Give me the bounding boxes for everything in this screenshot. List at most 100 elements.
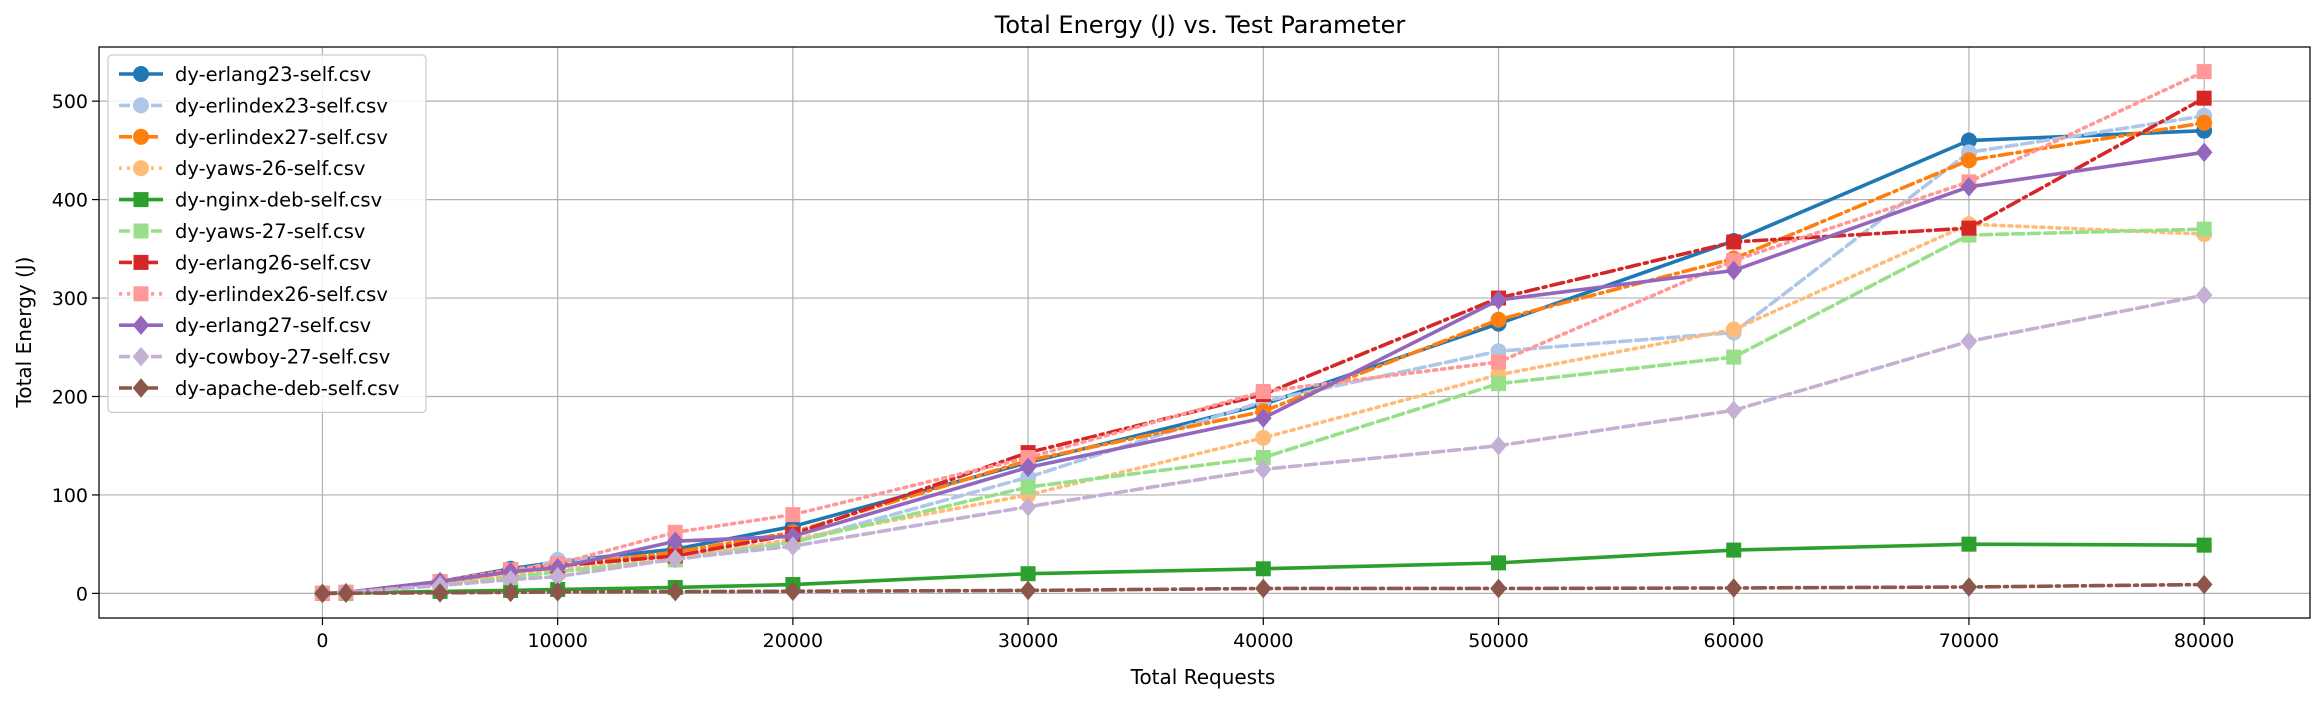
data-point bbox=[1726, 542, 1742, 558]
data-point bbox=[1255, 561, 1271, 577]
y-tick-label: 300 bbox=[52, 288, 88, 310]
data-point bbox=[2195, 142, 2213, 163]
data-point bbox=[1491, 354, 1507, 370]
data-point bbox=[1726, 234, 1742, 250]
legend-marker bbox=[132, 346, 150, 367]
data-point bbox=[1725, 578, 1743, 598]
plot-frame bbox=[98, 46, 2311, 619]
data-point bbox=[549, 582, 566, 602]
x-tick-label: 20000 bbox=[763, 630, 823, 652]
data-point bbox=[1961, 220, 1977, 236]
data-point bbox=[784, 536, 802, 556]
data-point bbox=[2196, 64, 2212, 80]
data-point bbox=[1960, 577, 1978, 597]
legend-label: dy-erlang23-self.csv bbox=[175, 63, 371, 86]
data-point bbox=[337, 583, 355, 603]
data-point bbox=[1019, 580, 1037, 601]
x-tick-label: 40000 bbox=[1233, 630, 1293, 652]
x-axis: 0 10000 20000 30000 40000 50000 60000 70000 8000… bbox=[316, 618, 2234, 652]
legend-marker bbox=[133, 223, 149, 239]
y-tick-label: 0 bbox=[76, 583, 88, 605]
legend-marker bbox=[133, 160, 149, 177]
legend-marker bbox=[133, 66, 149, 82]
data-point bbox=[1725, 260, 1743, 281]
data-point bbox=[1254, 459, 1272, 480]
data-point bbox=[1960, 152, 1977, 169]
legend-label: dy-erlindex26-self.csv bbox=[175, 283, 388, 306]
data-point bbox=[1255, 384, 1271, 400]
data-point bbox=[1960, 331, 1978, 352]
series-dy-apache-deb-self bbox=[314, 574, 2213, 604]
legend-item: dy-erlindex23-self.csv bbox=[119, 94, 388, 117]
x-tick-label: 30000 bbox=[998, 630, 1058, 652]
legend-item: dy-yaws-27-self.csv bbox=[119, 220, 365, 243]
data-point bbox=[1961, 536, 1977, 552]
y-axis-label: Total Energy (J) bbox=[12, 257, 36, 409]
legend-item: dy-cowboy-27-self.csv bbox=[119, 346, 390, 369]
data-point bbox=[1726, 349, 1742, 365]
data-point bbox=[1725, 321, 1742, 338]
data-point bbox=[1255, 429, 1272, 446]
data-point bbox=[2196, 114, 2213, 131]
legend-label: dy-nginx-deb-self.csv bbox=[175, 189, 382, 212]
data-point bbox=[785, 507, 801, 523]
data-point bbox=[2196, 537, 2212, 553]
y-axis: 0 100 200 300 400 500 bbox=[52, 91, 99, 605]
legend-item: dy-erlindex26-self.csv bbox=[119, 283, 388, 306]
x-tick-label: 0 bbox=[316, 630, 328, 652]
legend-item: dy-nginx-deb-self.csv bbox=[119, 189, 382, 212]
data-point bbox=[1490, 578, 1507, 599]
legend-label: dy-erlang27-self.csv bbox=[175, 314, 371, 337]
data-point bbox=[1491, 376, 1507, 392]
data-point bbox=[2196, 90, 2212, 106]
data-point bbox=[1254, 578, 1272, 599]
x-tick-label: 60000 bbox=[1704, 630, 1764, 652]
legend-label: dy-erlang26-self.csv bbox=[175, 251, 371, 274]
legend-item: dy-erlang23-self.csv bbox=[119, 63, 371, 86]
data-point bbox=[1490, 311, 1507, 328]
legend-item: dy-yaws-26-self.csv bbox=[119, 157, 365, 180]
data-point bbox=[1254, 408, 1272, 428]
legend-marker bbox=[132, 315, 150, 335]
chart-title: Total Energy (J) vs. Test Parameter bbox=[994, 11, 1406, 39]
legend-item: dy-apache-deb-self.csv bbox=[119, 377, 399, 400]
x-tick-label: 70000 bbox=[1939, 630, 1999, 652]
y-tick-label: 100 bbox=[52, 485, 88, 507]
series-layer bbox=[314, 64, 2213, 604]
legend-item: dy-erlindex27-self.csv bbox=[119, 126, 388, 149]
legend-label: dy-erlindex23-self.csv bbox=[175, 94, 388, 117]
data-point bbox=[666, 549, 684, 569]
data-point bbox=[1960, 177, 1978, 197]
legend-label: dy-yaws-27-self.csv bbox=[175, 220, 365, 243]
data-point bbox=[1725, 400, 1743, 421]
x-tick-label: 50000 bbox=[1468, 630, 1528, 652]
legend-label: dy-yaws-26-self.csv bbox=[175, 157, 365, 180]
legend-marker bbox=[133, 192, 149, 208]
data-point bbox=[784, 581, 802, 601]
legend-item: dy-erlang26-self.csv bbox=[119, 251, 371, 274]
data-point bbox=[1019, 457, 1037, 478]
legend-label: dy-apache-deb-self.csv bbox=[175, 377, 399, 400]
data-point bbox=[1490, 290, 1507, 310]
legend-label: dy-cowboy-27-self.csv bbox=[175, 346, 390, 369]
y-tick-label: 500 bbox=[52, 91, 88, 113]
legend-item: dy-erlang27-self.csv bbox=[119, 314, 371, 337]
plot-area bbox=[99, 47, 2310, 618]
data-point bbox=[666, 581, 684, 602]
legend-marker bbox=[133, 286, 149, 302]
legend-marker bbox=[132, 378, 150, 398]
legend-box bbox=[107, 54, 427, 413]
data-point bbox=[2195, 285, 2213, 305]
y-tick-label: 200 bbox=[52, 386, 88, 408]
data-point bbox=[431, 583, 449, 603]
data-point bbox=[1490, 435, 1507, 456]
x-axis-label: Total Requests bbox=[1130, 665, 1276, 689]
y-tick-label: 400 bbox=[52, 190, 88, 212]
legend: dy-erlang23-self.csv dy-erlindex23-self.c… bbox=[107, 54, 427, 413]
data-point bbox=[1491, 555, 1507, 571]
legend-marker bbox=[133, 128, 149, 145]
x-tick-label: 80000 bbox=[2174, 630, 2234, 652]
data-point bbox=[314, 583, 331, 604]
legend-marker bbox=[133, 97, 149, 114]
